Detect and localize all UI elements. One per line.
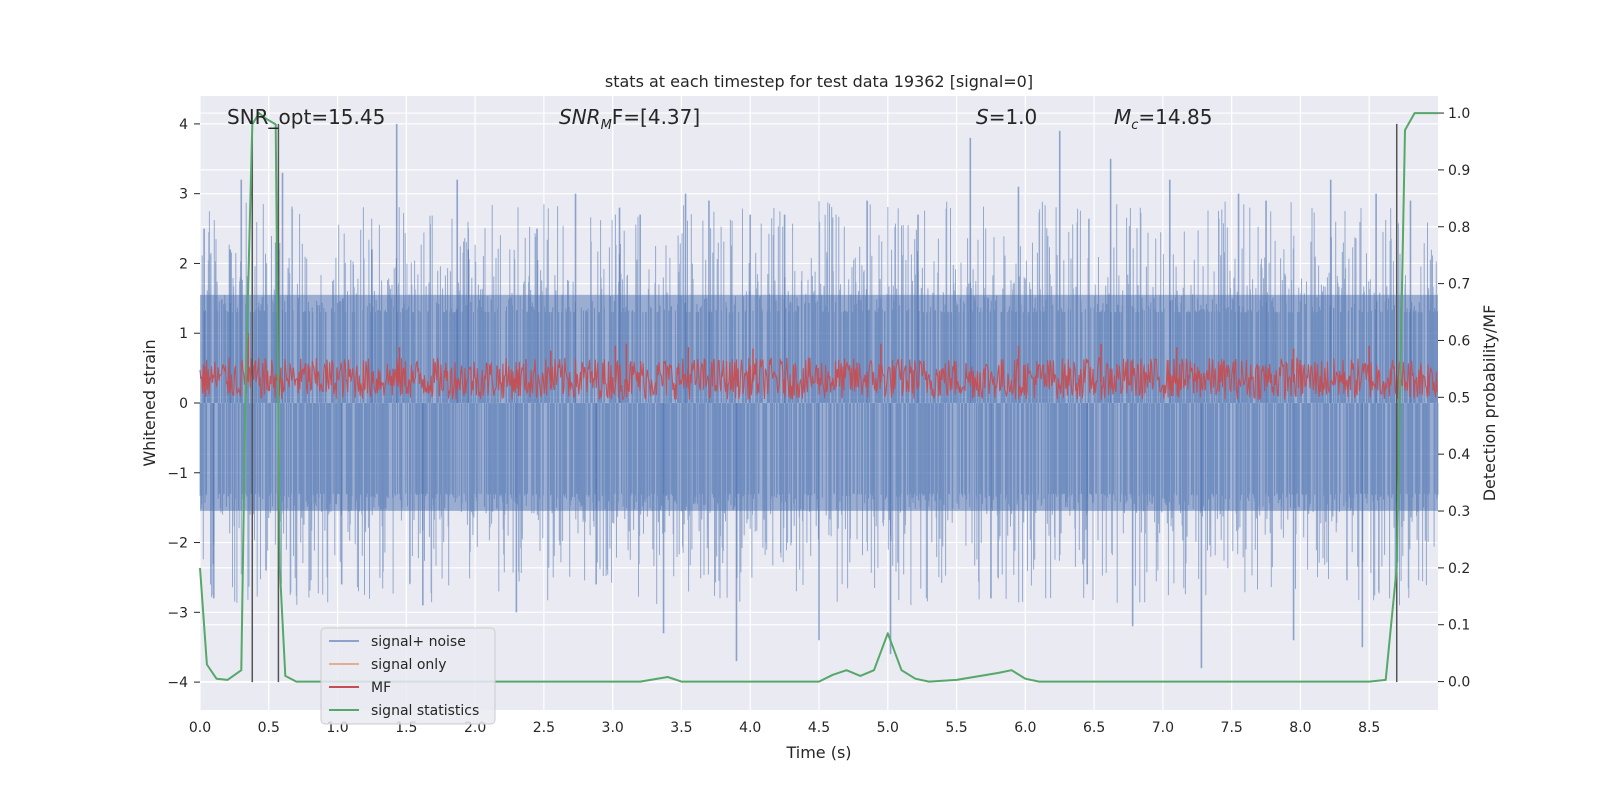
- mc-main: M: [1114, 105, 1131, 129]
- y2-tick-label: 0.9: [1448, 163, 1470, 179]
- y2-tick-label: 0.3: [1448, 504, 1470, 520]
- x-tick-label: 4.0: [739, 720, 761, 736]
- y2-tick-label: 0.0: [1448, 675, 1470, 691]
- y2-axis-label: Detection probability/MF: [1480, 305, 1499, 502]
- y-tick-label: −3: [167, 605, 188, 621]
- x-ticks: 0.0 0.5 1.0 1.5 2.0 2.5 3.0 3.5 4.0 4.5 5.0 5.5 6.0 6…: [189, 720, 1380, 736]
- y-tick-label: 0: [179, 396, 188, 412]
- x-tick-label: 6.5: [1083, 720, 1105, 736]
- x-axis-label: Time (s): [785, 743, 851, 762]
- x-tick-label: 4.5: [808, 720, 830, 736]
- y-axis-label: Whitened strain: [140, 339, 159, 466]
- y2-tick-label: 0.8: [1448, 220, 1470, 236]
- legend-label-mf: MF: [371, 680, 391, 696]
- y-tick-label: −4: [167, 675, 188, 691]
- legend-label-noise: signal+ noise: [371, 634, 466, 650]
- y2-tick-label: 0.4: [1448, 447, 1470, 463]
- snr-opt-annotation: SNR_opt=15.45: [227, 105, 385, 129]
- s-label: S: [976, 105, 989, 129]
- snr-mf-rest: F=[4.37]: [612, 105, 700, 129]
- y2-tick-label: 0.5: [1448, 390, 1470, 406]
- x-tick-label: 6.0: [1014, 720, 1036, 736]
- x-tick-label: 7.5: [1221, 720, 1243, 736]
- mc-sub: c: [1131, 118, 1138, 133]
- snr-mf-annotation: SNRMF=[4.37]: [559, 105, 700, 133]
- x-tick-label: 5.5: [945, 720, 967, 736]
- x-tick-label: 2.5: [533, 720, 555, 736]
- mf-trace: [199, 356, 1438, 401]
- signal-statistics-line: [199, 112, 1438, 683]
- mf-series: [199, 333, 1438, 401]
- x-tick-label: 8.0: [1289, 720, 1311, 736]
- y-ticks: 4 3 2 1 0 −1 −2 −3 −4: [167, 117, 200, 691]
- y2-tick-label: 0.1: [1448, 618, 1470, 634]
- y-tick-label: 1: [179, 326, 188, 342]
- noise-trace: [199, 201, 1439, 606]
- mc-value: =14.85: [1138, 105, 1212, 129]
- signal-statistics-series: [199, 112, 1438, 683]
- x-tick-label: 0.0: [189, 720, 211, 736]
- y2-ticks: 1.0 0.9 0.8 0.7 0.6 0.5 0.4 0.3 0.2 0.1 0.0: [1438, 106, 1470, 691]
- legend-label-signal-statistics: signal statistics: [371, 703, 479, 719]
- chart-title: stats at each timestep for test data 193…: [605, 72, 1033, 91]
- x-tick-label: 8.5: [1358, 720, 1380, 736]
- x-tick-label: 5.0: [877, 720, 899, 736]
- legend: signal+ noise signal only MF signal stat…: [320, 627, 496, 725]
- y-tick-label: −1: [167, 466, 188, 482]
- y2-tick-label: 0.7: [1448, 277, 1470, 293]
- y2-tick-label: 0.2: [1448, 561, 1470, 577]
- y-tick-label: 3: [179, 187, 188, 203]
- x-tick-label: 3.0: [602, 720, 624, 736]
- x-tick-label: 3.5: [670, 720, 692, 736]
- legend-label-signal-only: signal only: [371, 657, 446, 673]
- legend-box: [320, 627, 496, 725]
- s-value: =1.0: [989, 105, 1038, 129]
- s-annotation: S=1.0: [976, 105, 1037, 129]
- snr-mf-sub: M: [601, 118, 612, 133]
- x-tick-label: 7.0: [1152, 720, 1174, 736]
- y2-tick-label: 1.0: [1448, 106, 1470, 122]
- y-tick-label: 4: [179, 117, 188, 133]
- y-tick-label: 2: [179, 256, 188, 272]
- y-tick-label: −2: [167, 536, 188, 552]
- x-tick-label: 0.5: [258, 720, 280, 736]
- signal-plus-noise-series: [199, 123, 1439, 669]
- mc-annotation: Mc=14.85: [1114, 105, 1212, 133]
- snr-mf-main: SNR: [559, 105, 601, 129]
- y2-tick-label: 0.6: [1448, 333, 1470, 349]
